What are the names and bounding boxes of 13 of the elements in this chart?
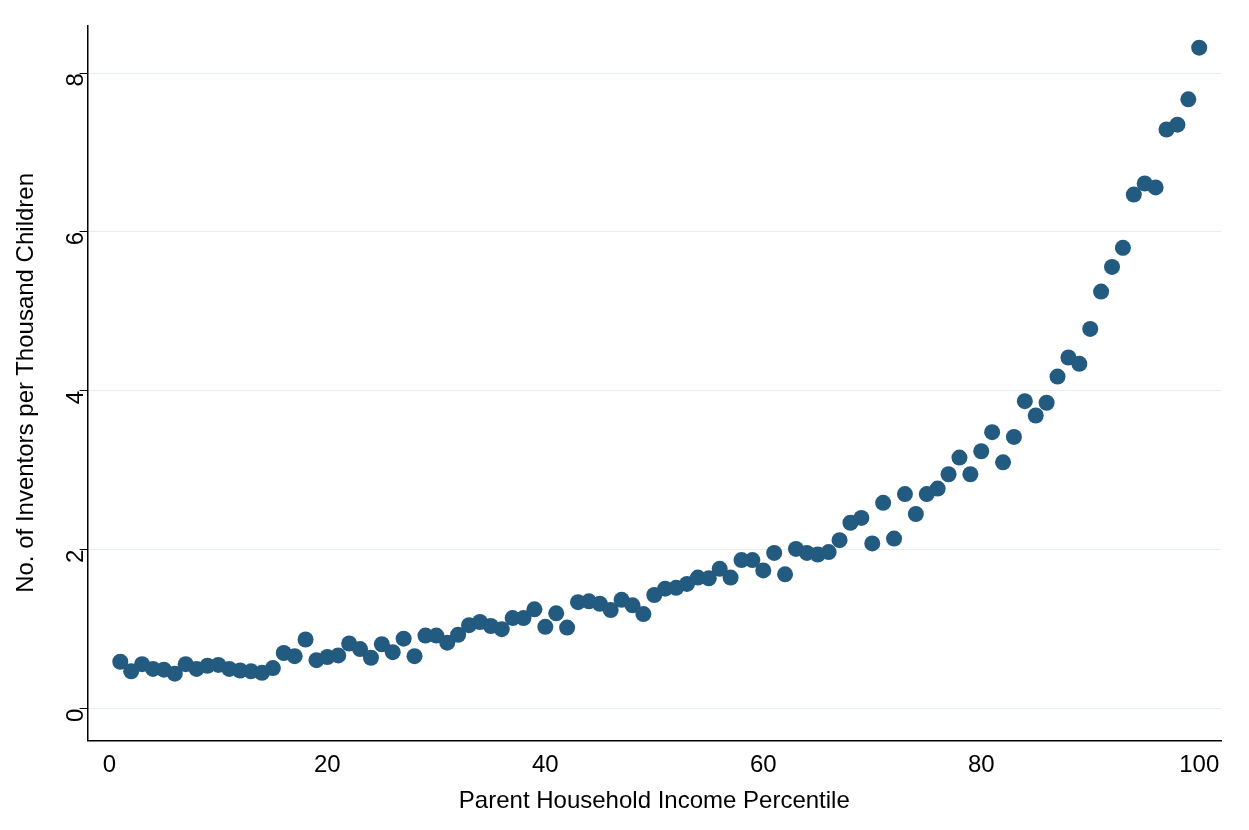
y-tick-label: 2 — [61, 549, 89, 564]
x-axis-title: Parent Household Income Percentile — [458, 786, 850, 814]
y-tick-label: 8 — [61, 73, 89, 87]
x-tick-label: 0 — [102, 750, 117, 778]
x-tick-label: 60 — [749, 750, 777, 778]
x-tick-label: 20 — [314, 750, 341, 778]
y-tick-label: 4 — [61, 390, 89, 405]
x-tick-label: 100 — [1179, 750, 1220, 778]
y-tick-label: 0 — [61, 708, 89, 722]
x-tick-label: 80 — [967, 750, 995, 778]
y-axis-title: No. of Inventors per Thousand Children — [11, 172, 39, 593]
x-tick-label: 40 — [531, 750, 559, 778]
y-tick-label: 6 — [61, 231, 89, 246]
